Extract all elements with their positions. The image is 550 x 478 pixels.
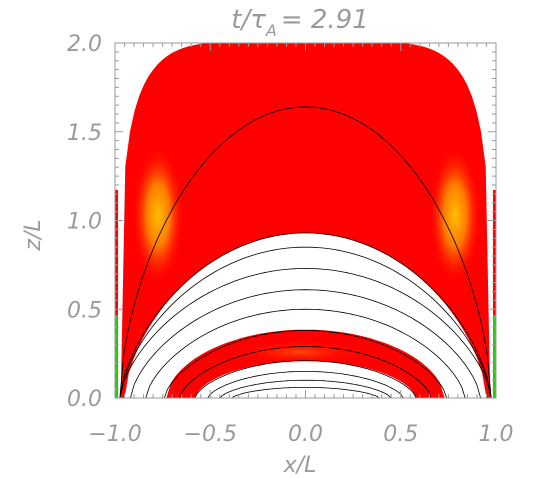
emission-band-lower — [166, 329, 445, 398]
field-line — [207, 371, 404, 398]
y-tick-label: 0.5 — [67, 298, 102, 323]
x-axis-label: x/L — [283, 453, 317, 478]
x-tick-label: 1.0 — [479, 422, 514, 447]
emission-band-upper — [120, 43, 491, 398]
x-tick-label: 0.0 — [288, 422, 323, 447]
x-tick-label: −1.0 — [88, 422, 141, 447]
field-line — [119, 106, 492, 398]
field-line — [130, 289, 481, 398]
y-tick-label: 1.5 — [67, 121, 102, 146]
right-edge-strip — [493, 190, 496, 398]
field-line — [119, 267, 492, 398]
low-glow — [230, 340, 370, 364]
y-axis-label: z/L — [21, 219, 46, 251]
y-tick-label: 0.0 — [67, 387, 102, 412]
field-line — [231, 387, 380, 398]
right-edge-green — [493, 315, 496, 398]
field-line — [179, 346, 432, 398]
bright-spot-left — [132, 145, 184, 285]
y-tick-label: 2.0 — [67, 32, 102, 57]
field-line — [219, 379, 392, 398]
field-line — [163, 330, 448, 398]
left-edge-green — [115, 315, 118, 398]
y-tick-labels: 0.0 0.5 1.0 1.5 2.0 — [67, 32, 102, 412]
y-tick-label: 1.0 — [67, 210, 102, 235]
axes-frame — [114, 42, 497, 399]
x-tick-label: −0.5 — [184, 422, 237, 447]
left-edge-strip — [115, 190, 118, 398]
x-tick-label: 0.5 — [383, 422, 418, 447]
field-line — [119, 232, 492, 398]
field-line — [194, 360, 417, 398]
field-line — [145, 308, 466, 398]
chart-title: t/τA = 2.91 — [231, 5, 369, 40]
field-line — [119, 246, 492, 398]
bright-spot-right — [429, 145, 481, 285]
field-lines — [119, 106, 492, 398]
emission-map — [115, 43, 496, 398]
x-tick-labels: −1.0 −0.5 0.0 0.5 1.0 — [88, 422, 513, 447]
